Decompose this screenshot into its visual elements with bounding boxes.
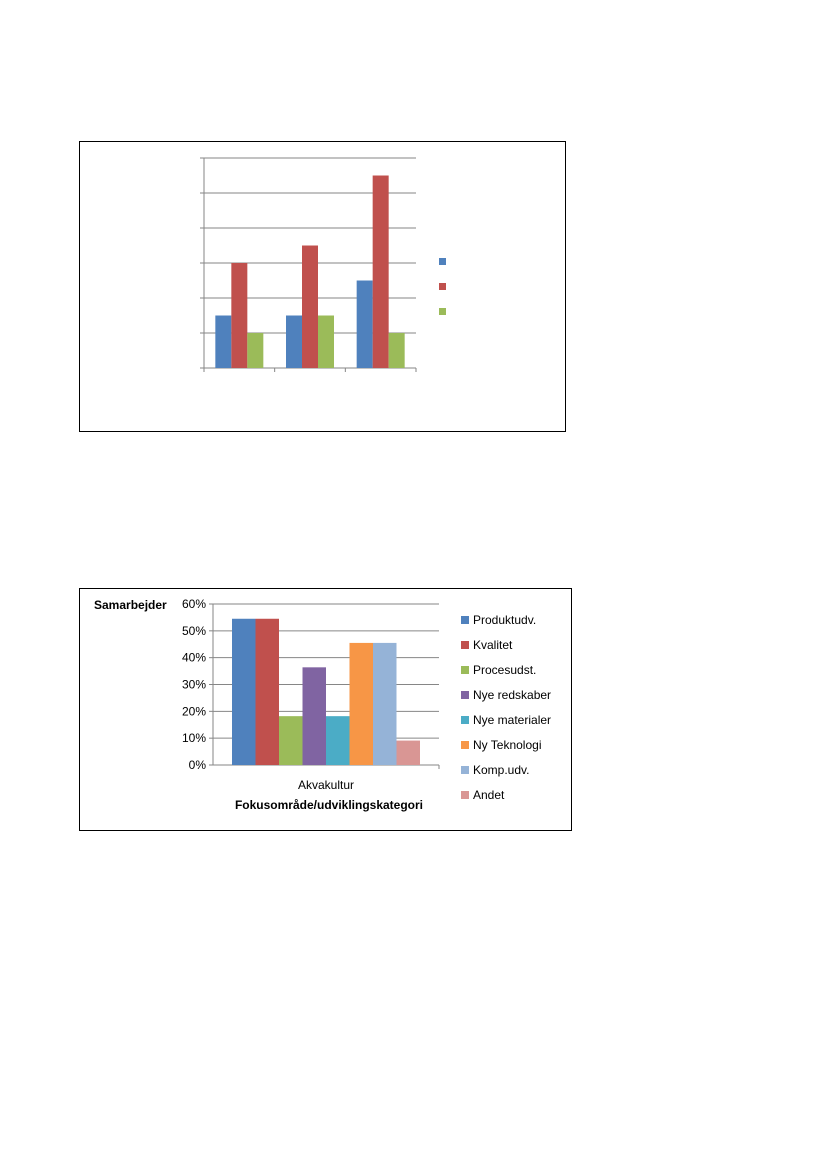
- bar: [255, 618, 279, 765]
- bar: [232, 618, 256, 765]
- legend-label: Ny Teknologi: [473, 738, 541, 752]
- legend-swatch: [461, 691, 469, 699]
- bar: [302, 245, 318, 368]
- legend-label: Komp.udv.: [473, 763, 529, 777]
- legend-swatch: [461, 791, 469, 799]
- legend-label: Nye redskaber: [473, 688, 551, 702]
- bar: [231, 263, 248, 368]
- chart-2-frame: Samarbejder Fokusområde/udviklingskatego…: [79, 588, 572, 831]
- legend-swatch: [461, 716, 469, 724]
- legend-label: Produktudv.: [473, 613, 536, 627]
- bar: [356, 280, 373, 368]
- y-tick-label: 0%: [189, 758, 207, 772]
- bar: [318, 315, 334, 368]
- y-tick-label: 50%: [182, 624, 206, 638]
- legend-swatch: [461, 766, 469, 774]
- x-axis-title: Fokusområde/udviklingskategori: [235, 798, 423, 812]
- bar: [388, 333, 405, 368]
- bar: [396, 740, 420, 765]
- bar: [215, 315, 232, 368]
- bar: [326, 716, 350, 765]
- legend-label: Nye materialer: [473, 713, 551, 727]
- legend-swatch: [461, 616, 469, 624]
- legend-label: Kvalitet: [473, 638, 513, 652]
- bar: [247, 333, 264, 368]
- legend-swatch: [461, 641, 469, 649]
- legend-swatch: [461, 666, 469, 674]
- y-tick-label: 60%: [182, 597, 206, 611]
- bar: [302, 667, 326, 765]
- bar: [373, 642, 397, 765]
- bar: [372, 175, 389, 368]
- chart-1-frame: [79, 141, 566, 432]
- y-tick-label: 40%: [182, 651, 206, 665]
- legend-swatch: [461, 741, 469, 749]
- legend-label: Andet: [473, 788, 505, 802]
- legend-label: Procesudst.: [473, 663, 536, 677]
- legend-swatch: [439, 283, 446, 290]
- chart-2: Samarbejder Fokusområde/udviklingskatego…: [94, 597, 551, 812]
- y-tick-label: 10%: [182, 731, 206, 745]
- y-tick-label: 30%: [182, 678, 206, 692]
- bar: [286, 315, 302, 368]
- y-tick-label: 20%: [182, 704, 206, 718]
- chart-1: [200, 157, 446, 372]
- x-tick-label: Akvakultur: [298, 778, 354, 792]
- legend-swatch: [439, 258, 446, 265]
- y-axis-title: Samarbejder: [94, 598, 167, 612]
- bar: [279, 716, 303, 765]
- bar: [349, 642, 373, 765]
- legend-swatch: [439, 308, 446, 315]
